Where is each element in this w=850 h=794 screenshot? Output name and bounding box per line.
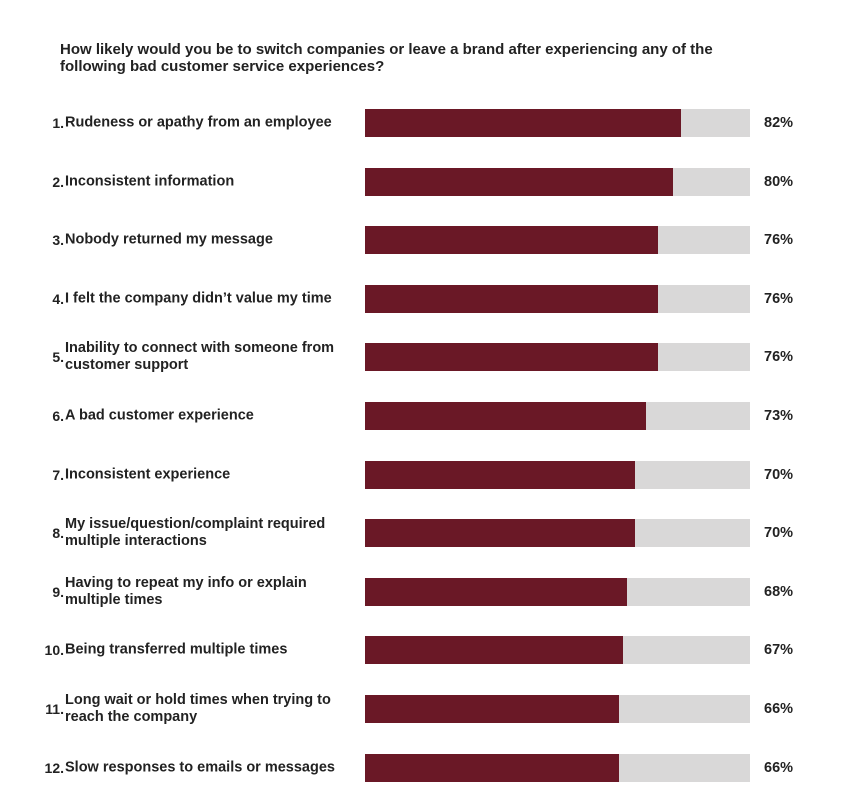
bar-row: 12. Slow responses to emails or messages 6… [0, 753, 850, 782]
bar-track [365, 519, 750, 548]
bar-row: 10. Being transferred multiple times 67% [0, 636, 850, 665]
data-label: 76% [764, 349, 794, 366]
data-label: 76% [764, 232, 794, 249]
row-number: 4. [52, 290, 64, 307]
category-label: I felt the company didn’t value my time [65, 290, 332, 307]
row-number: 5. [52, 349, 64, 366]
category-label: Long wait or hold times when trying to r… [65, 692, 331, 725]
bar [365, 284, 658, 313]
category-label: Inconsistent experience [65, 466, 231, 483]
bar-row: 1. Rudeness or apathy from an employee 82% [0, 109, 850, 137]
bar-track [365, 636, 750, 665]
bar-track [365, 284, 750, 313]
category-label: Being transferred multiple times [65, 641, 288, 658]
row-number: 1. [52, 115, 64, 131]
data-label: 67% [764, 642, 794, 659]
data-label: 70% [764, 525, 794, 542]
bar-row: 5. Inability to connect with someone from… [0, 340, 850, 374]
bar [365, 636, 623, 665]
data-label: 66% [764, 701, 794, 717]
bar-row: 4. I felt the company didn’t value my tim… [0, 284, 850, 313]
bar-track [365, 167, 750, 196]
bar-track [365, 343, 750, 372]
row-number: 10. [44, 642, 64, 659]
row-number: 3. [52, 232, 64, 249]
category-label: Rudeness or apathy from an employee [65, 114, 332, 131]
bar-track [365, 695, 750, 723]
row-number: 12. [44, 759, 64, 776]
bar [365, 109, 681, 137]
category-label: Nobody returned my message [65, 231, 273, 248]
bar-track [365, 460, 750, 489]
bar-row: 2. Inconsistent information 80% [0, 167, 850, 196]
bar [365, 167, 673, 196]
data-label: 82% [764, 115, 794, 131]
row-number: 8. [52, 525, 64, 542]
category-label: A bad customer experience [65, 407, 254, 424]
category-label: Inconsistent information [65, 173, 235, 190]
chart-title: How likely would you be to switch compan… [60, 41, 713, 75]
bar-track [365, 226, 750, 255]
bar-row: 6. A bad customer experience 73% [0, 402, 850, 430]
bar [365, 753, 620, 782]
bar-row: 9. Having to repeat my info or explain mu… [0, 574, 850, 608]
bar [365, 577, 627, 606]
row-number: 6. [52, 408, 64, 424]
bar-row: 11. Long wait or hold times when trying t… [0, 692, 850, 725]
bar [365, 460, 635, 489]
bar [365, 343, 658, 372]
bar-track [365, 753, 750, 782]
bar-row: 7. Inconsistent experience 70% [0, 460, 850, 489]
bar [365, 695, 620, 723]
bar [365, 402, 647, 430]
bar-row: 3. Nobody returned my message 76% [0, 226, 850, 255]
category-label: Inability to connect with someone from c… [65, 340, 335, 374]
bar-row: 8. My issue/question/complaint required m… [0, 516, 850, 550]
category-label: Slow responses to emails or messages [65, 759, 335, 776]
bar-track [365, 109, 750, 137]
row-number: 7. [52, 466, 64, 483]
category-label: Having to repeat my info or explain mult… [65, 574, 307, 608]
category-label: My issue/question/complaint required mul… [65, 516, 326, 550]
data-label: 80% [764, 173, 794, 190]
data-label: 66% [764, 759, 794, 776]
bar-track [365, 577, 750, 606]
row-number: 2. [52, 173, 64, 190]
bar [365, 226, 658, 255]
bar-track [365, 402, 750, 430]
data-label: 76% [764, 290, 794, 307]
row-number: 11. [45, 701, 64, 717]
row-number: 9. [52, 583, 64, 600]
data-label: 70% [764, 466, 794, 483]
bar [365, 519, 635, 548]
data-label: 68% [764, 583, 794, 600]
data-label: 73% [764, 408, 794, 424]
